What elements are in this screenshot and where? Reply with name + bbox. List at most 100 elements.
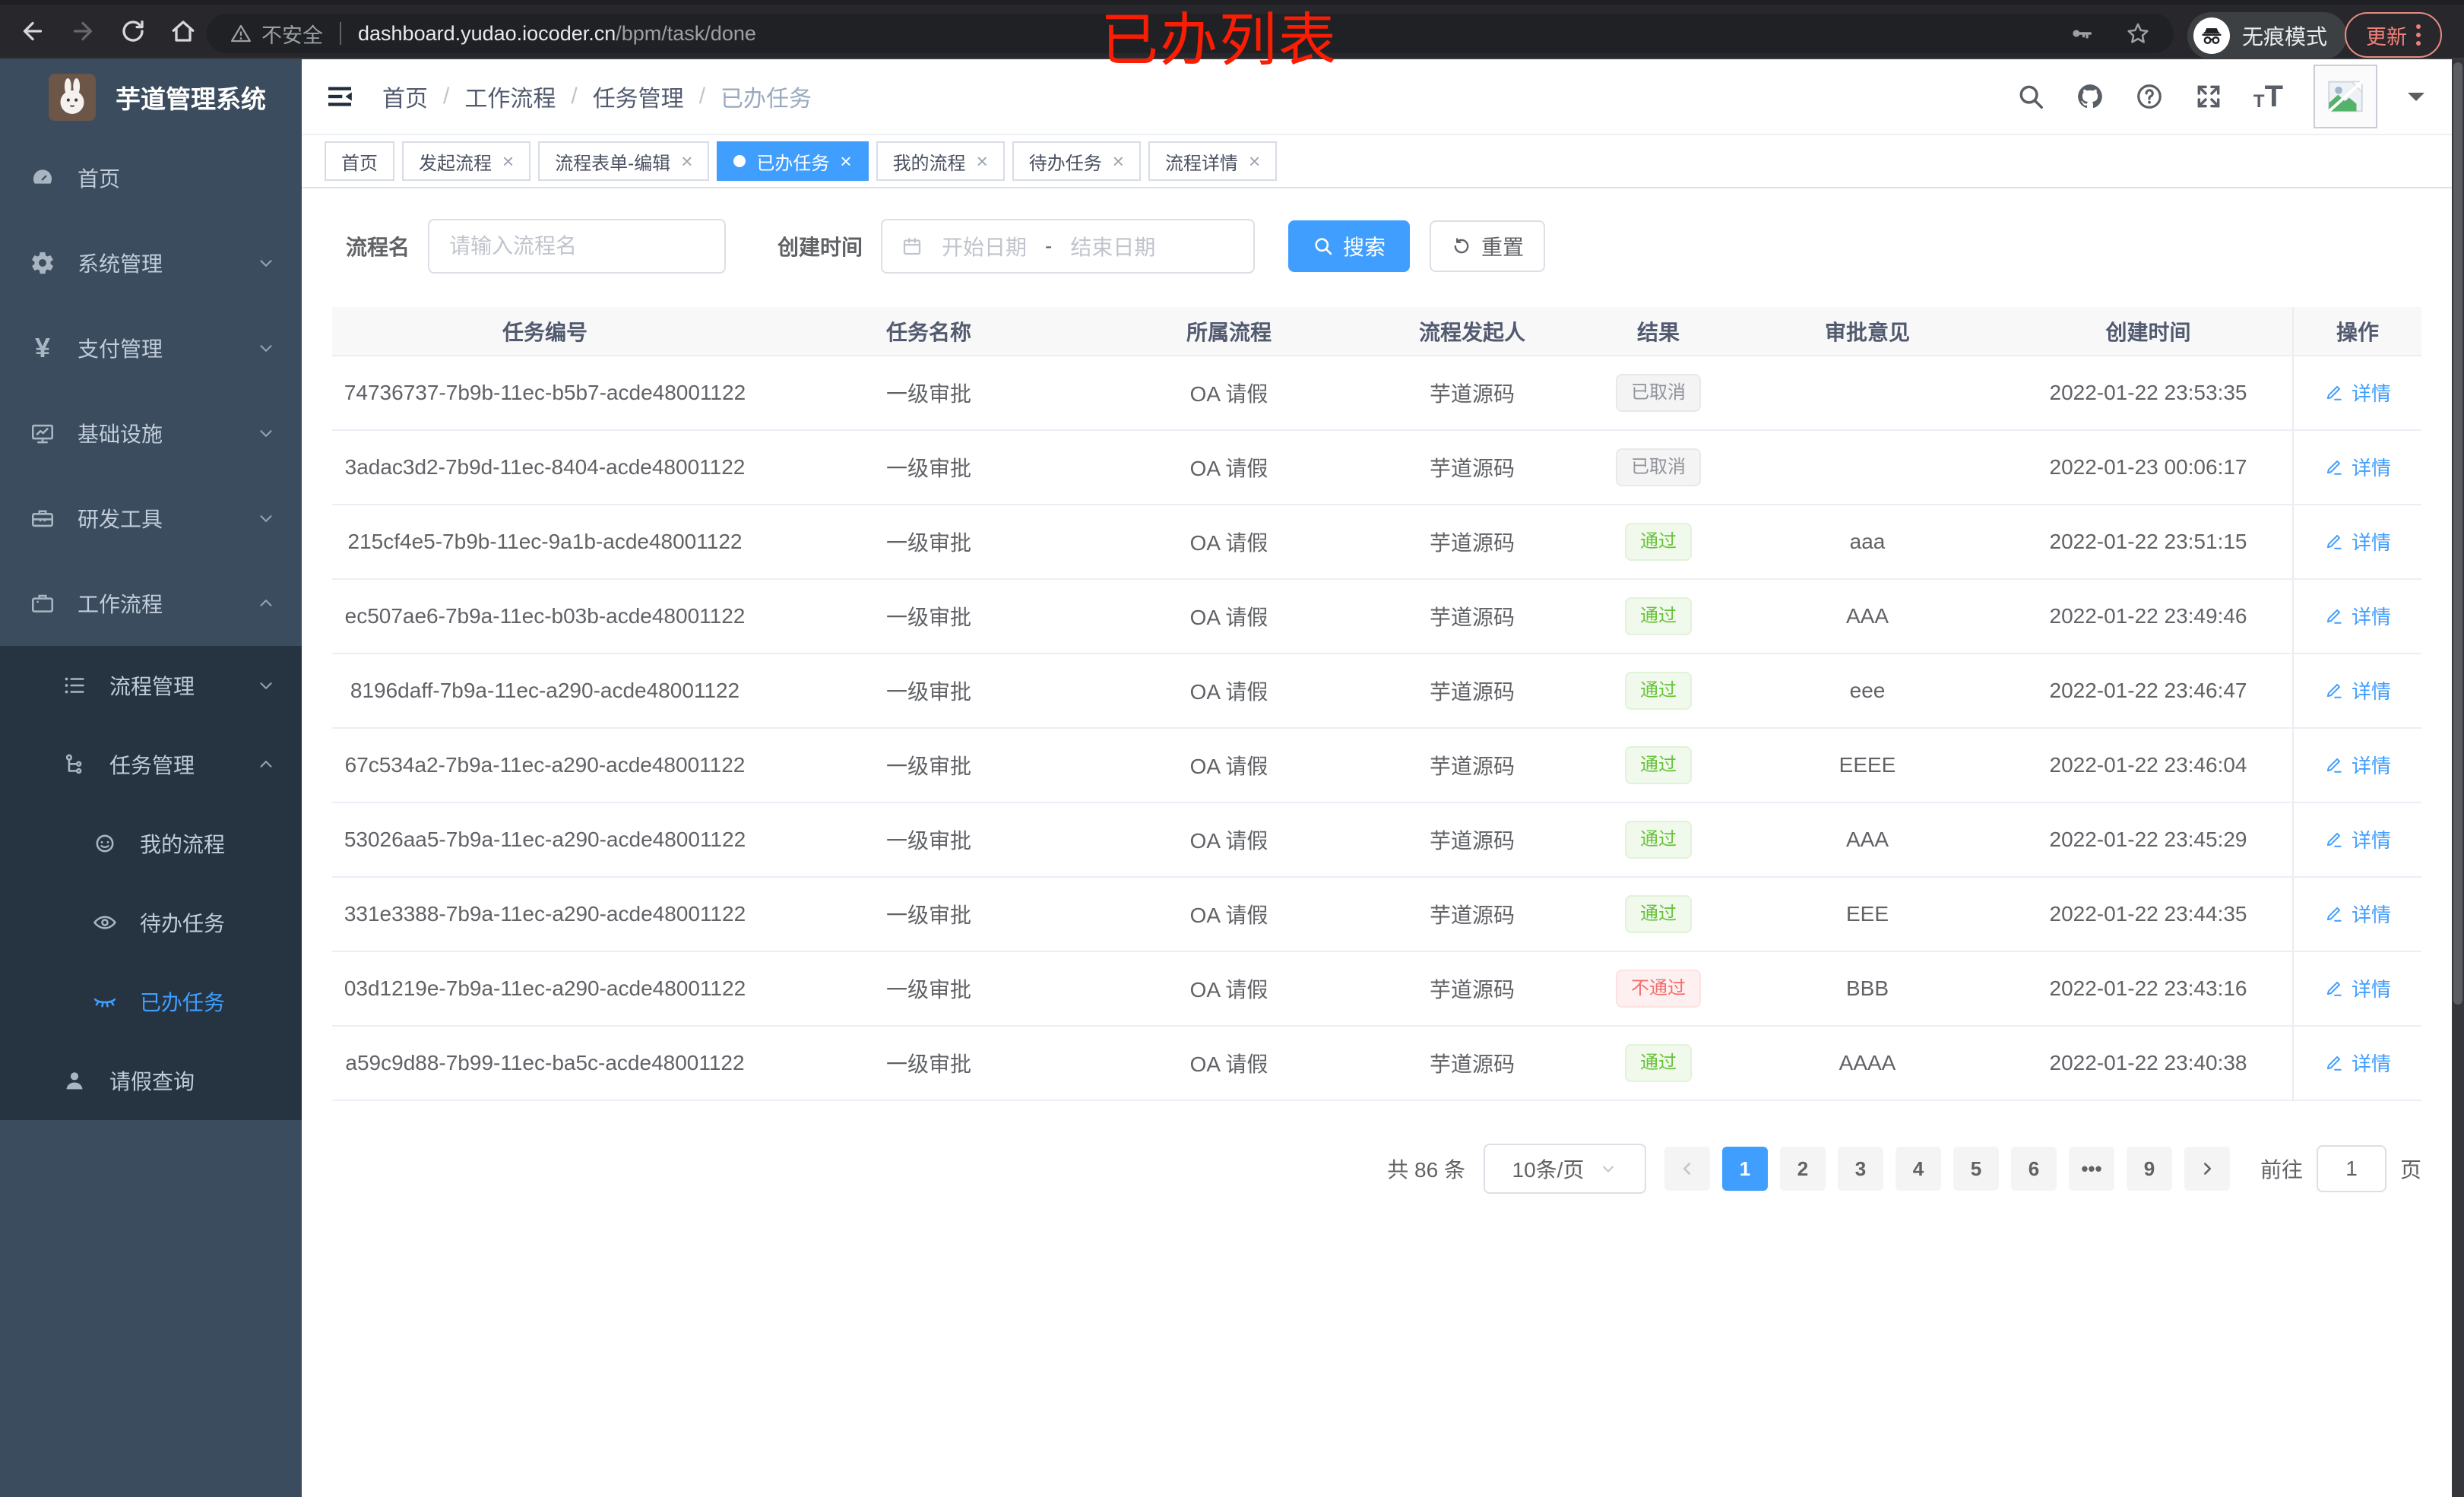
address-bar[interactable]: 不安全 dashboard.yudao.iocoder.cn /bpm/task…: [207, 14, 2174, 53]
tab-process-detail[interactable]: 流程详情 ×: [1148, 141, 1278, 181]
cell-created: 2022-01-22 23:46:47: [2004, 654, 2293, 729]
page-button-2[interactable]: 2: [1779, 1147, 1826, 1191]
app-logo-rabbit-avatar: [49, 74, 96, 121]
search-button[interactable]: 搜索: [1288, 220, 1411, 272]
detail-link[interactable]: 详情: [2324, 453, 2391, 481]
active-tab-dot: [733, 155, 746, 167]
sidebar-item-devtools[interactable]: 研发工具: [0, 476, 302, 561]
detail-link[interactable]: 详情: [2324, 676, 2391, 704]
table-row: 3adac3d2-7b9d-11ec-8404-acde48001122 一级审…: [332, 430, 2421, 505]
sidebar-item-home[interactable]: 首页: [0, 135, 302, 220]
sidebar-item-label: 工作流程: [78, 593, 163, 616]
tab-close-icon[interactable]: ×: [681, 150, 693, 172]
page-button-9[interactable]: 9: [2126, 1147, 2172, 1191]
page-scrollbar[interactable]: [2452, 59, 2464, 1497]
sidebar-item-todo-tasks[interactable]: 待办任务: [0, 883, 302, 962]
list-tree-icon: [59, 673, 90, 698]
tab-close-icon[interactable]: ×: [1248, 150, 1261, 172]
github-icon[interactable]: [2076, 82, 2105, 111]
cell-created: 2022-01-22 23:40:38: [2004, 1026, 2293, 1101]
sidebar-item-payment[interactable]: ¥ 支付管理: [0, 305, 302, 391]
sidebar-item-process-mgmt[interactable]: 流程管理: [0, 646, 302, 725]
detail-link[interactable]: 详情: [2324, 378, 2391, 407]
key-icon[interactable]: [2069, 21, 2095, 46]
detail-link[interactable]: 详情: [2324, 1049, 2391, 1077]
cell-opinion: AAAA: [1731, 1026, 2004, 1101]
browser-home-button[interactable]: [166, 14, 201, 49]
sidebar-item-done-tasks[interactable]: 已办任务: [0, 962, 302, 1041]
tab-todo-tasks[interactable]: 待办任务 ×: [1012, 141, 1141, 181]
sidebar-item-task-mgmt[interactable]: 任务管理: [0, 725, 302, 804]
reset-button[interactable]: 重置: [1430, 220, 1546, 272]
edit-pencil-icon: [2326, 907, 2342, 922]
sidebar-item-label: 流程管理: [109, 675, 195, 698]
sidebar-item-leave-query[interactable]: 请假查询: [0, 1041, 302, 1120]
search-icon: [1315, 238, 1332, 255]
page-button-3[interactable]: 3: [1837, 1147, 1883, 1191]
forward-arrow-icon: [73, 21, 93, 41]
bookmark-star-icon[interactable]: [2125, 21, 2151, 46]
pagination: 共 86 条 10条/页 1 2 3 4 5 6 ••• 9: [332, 1144, 2421, 1194]
sidebar-collapse-button[interactable]: [325, 81, 355, 112]
browser-back-button[interactable]: [15, 14, 50, 49]
detail-link[interactable]: 详情: [2324, 825, 2391, 853]
tab-close-icon[interactable]: ×: [502, 150, 515, 172]
user-avatar-broken-image[interactable]: [2314, 65, 2377, 128]
chevron-down-icon: [256, 253, 276, 273]
help-icon[interactable]: [2135, 82, 2164, 111]
app-logo-row[interactable]: 芋道管理系统: [0, 59, 302, 135]
page-button-6[interactable]: 6: [2010, 1147, 2057, 1191]
search-icon[interactable]: [2016, 82, 2045, 111]
browser-forward-button[interactable]: [65, 14, 100, 49]
detail-link-label: 详情: [2351, 977, 2391, 1001]
sidebar-item-my-process[interactable]: 我的流程: [0, 804, 302, 883]
prev-page-button[interactable]: [1664, 1147, 1710, 1191]
browser-reload-button[interactable]: [116, 14, 150, 49]
cell-created: 2022-01-23 00:06:17: [2004, 430, 2293, 505]
fullscreen-icon[interactable]: [2194, 82, 2223, 111]
detail-link[interactable]: 详情: [2324, 527, 2391, 555]
top-navbar: 首页 / 工作流程 / 任务管理 / 已办任务: [302, 59, 2452, 135]
page-ellipsis-button[interactable]: •••: [2068, 1147, 2114, 1191]
cell-opinion: AAA: [1731, 579, 2004, 654]
date-range-picker[interactable]: 开始日期 - 结束日期: [881, 219, 1256, 274]
browser-update-button[interactable]: 更新: [2345, 12, 2442, 58]
process-name-input[interactable]: [428, 219, 727, 274]
next-page-button[interactable]: [2184, 1147, 2230, 1191]
tab-my-process[interactable]: 我的流程 ×: [876, 141, 1005, 181]
not-secure-warning-icon: [230, 22, 252, 45]
tab-start-process[interactable]: 发起流程 ×: [402, 141, 531, 181]
breadcrumb-item-home[interactable]: 首页: [382, 87, 428, 112]
jump-page-input[interactable]: [2316, 1145, 2386, 1192]
tab-close-icon[interactable]: ×: [1112, 150, 1124, 172]
sidebar-item-workflow[interactable]: 工作流程: [0, 561, 302, 646]
tab-done-tasks[interactable]: 已办任务 ×: [717, 141, 869, 181]
cell-task-name: 一级审批: [758, 802, 1100, 878]
tab-close-icon[interactable]: ×: [840, 150, 852, 172]
sidebar-item-infra[interactable]: 基础设施: [0, 391, 302, 476]
cell-task-id: 331e3388-7b9a-11ec-a290-acde48001122: [332, 877, 758, 952]
tab-label: 已办任务: [756, 153, 830, 174]
sidebar-item-system[interactable]: 系统管理: [0, 220, 302, 305]
page-button-4[interactable]: 4: [1895, 1147, 1941, 1191]
detail-link[interactable]: 详情: [2324, 974, 2391, 1002]
cell-opinion: eee: [1731, 654, 2004, 729]
cell-process: OA 请假: [1100, 356, 1358, 431]
page-size-select[interactable]: 10条/页: [1483, 1144, 1646, 1194]
browser-menu-icon[interactable]: [2416, 24, 2421, 46]
tab-close-icon[interactable]: ×: [976, 150, 988, 172]
detail-link[interactable]: 详情: [2324, 602, 2391, 630]
page-button-1[interactable]: 1: [1721, 1147, 1768, 1191]
detail-link[interactable]: 详情: [2324, 751, 2391, 779]
cell-task-id: 215cf4e5-7b9b-11ec-9a1b-acde48001122: [332, 505, 758, 580]
tab-form-edit[interactable]: 流程表单-编辑 ×: [538, 141, 710, 181]
scrollbar-thumb[interactable]: [2453, 62, 2462, 1005]
page-button-5[interactable]: 5: [1953, 1147, 1999, 1191]
breadcrumb-item-task-mgmt[interactable]: 任务管理: [592, 87, 684, 112]
detail-link[interactable]: 详情: [2324, 900, 2391, 928]
breadcrumb-item-workflow[interactable]: 工作流程: [464, 87, 556, 112]
avatar-dropdown-caret[interactable]: [2408, 93, 2424, 109]
tab-home[interactable]: 首页: [325, 141, 394, 181]
chevron-down-icon: [256, 423, 276, 443]
